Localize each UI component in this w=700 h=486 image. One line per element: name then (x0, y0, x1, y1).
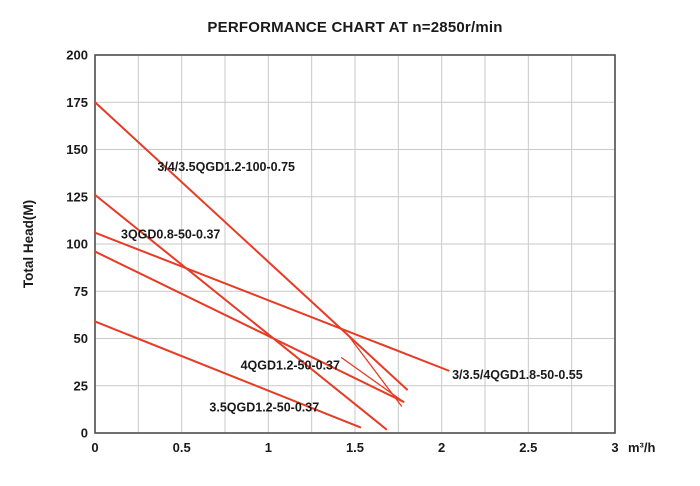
curve-label: 3QGD0.8-50-0.37 (121, 227, 220, 241)
y-axis-title: Total Head(M) (21, 200, 36, 288)
y-tick-label: 175 (66, 95, 88, 110)
pump-curve (94, 101, 408, 391)
y-tick-label: 25 (74, 378, 88, 393)
pump-curve (94, 320, 362, 429)
label-leader-lines (340, 332, 404, 407)
plot-border-rect (94, 54, 616, 434)
pump-curve (94, 193, 388, 431)
y-tick-label: 100 (66, 237, 88, 252)
y-tick-label: 0 (81, 426, 88, 441)
y-tick-label: 150 (66, 142, 88, 157)
x-tick-label: 3 (611, 440, 618, 455)
x-tick-label: 0 (91, 440, 98, 455)
y-tick-label: 50 (74, 331, 88, 346)
curve-label: 3/4/3.5QGD1.2-100-0.75 (157, 160, 295, 174)
x-axis-unit: m³/h (628, 440, 656, 455)
x-tick-label: 2 (438, 440, 445, 455)
x-tick-label: 2.5 (519, 440, 537, 455)
leader-line (345, 332, 403, 407)
curve-labels: 3/4/3.5QGD1.2-100-0.75 3QGD0.8-50-0.37 3/3… (121, 160, 583, 414)
x-tick-label: 1 (265, 440, 272, 455)
pump-curves (94, 101, 450, 431)
chart-title: PERFORMANCE CHART AT n=2850r/min (207, 19, 502, 36)
pump-curve (94, 250, 405, 403)
y-tick-label: 75 (74, 284, 88, 299)
curve-label: 4QGD1.2-50-0.37 (241, 359, 340, 373)
pump-curve (94, 231, 450, 372)
plot-border (94, 54, 616, 434)
y-tick-label: 125 (66, 189, 88, 204)
y-tick-label: 200 (66, 48, 88, 63)
x-tick-label: 1.5 (346, 440, 364, 455)
curve-label: 3/3.5/4QGD1.8-50-0.55 (452, 368, 583, 382)
x-tick-label: 0.5 (173, 440, 191, 455)
axis-tick-labels: 0 25 50 75 100 125 150 175 200 0 0.5 1 1.5 2 2.5 3 (66, 48, 618, 456)
curve-label: 3.5QGD1.2-50-0.37 (209, 400, 319, 414)
leader-line (340, 356, 404, 403)
